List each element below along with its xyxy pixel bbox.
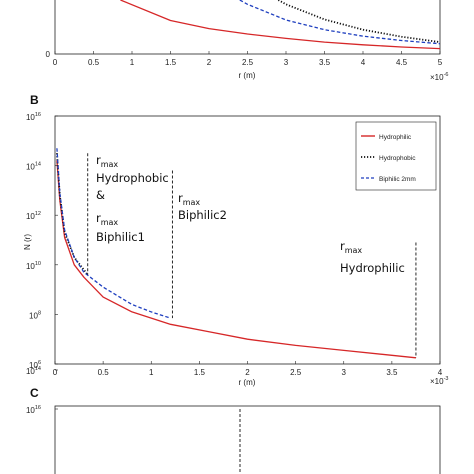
annotation-rmax-hydrophilic: rmax Hydrophilic	[340, 239, 405, 275]
panel-c-series-line-1	[108, 358, 291, 401]
panel-b-x-tick-label: 0	[53, 368, 58, 377]
panel-a-y-tick-label: 0	[46, 50, 51, 59]
panel-b-y-tick-label: 1014	[26, 162, 41, 172]
panel-b-x-tick-label: 3.5	[386, 368, 398, 377]
annotation-line: Hydrophobic	[96, 171, 169, 185]
panel-b-legend: Hydrophilic Hydrophobic Biphilic 2mm	[355, 121, 437, 191]
legend-label: Hydrophilic	[379, 134, 412, 141]
panel-a: 0 0.5 1 1.5 2 2.5 3 3.5 4 4.5 5 0 r (m) ×10-6	[46, 0, 448, 82]
panel-a-x-scale-base: ×10	[430, 73, 444, 82]
panel-c: C 1016 1014	[26, 358, 441, 474]
panel-b-x-tick-label: 3	[342, 368, 347, 377]
panel-a-x-tick-label: 3.5	[319, 58, 331, 67]
panel-b-x-label: r (m)	[239, 378, 256, 387]
annotation-rmax-biphilic2: rmax Biphilic2	[178, 191, 227, 222]
panel-c-y-tick-label: 1014	[26, 366, 41, 376]
panel-b-series-line-hydrophilic	[56, 160, 417, 359]
legend-label: Hydrophobic	[379, 155, 416, 162]
panel-b-x-tick-label: 2.5	[290, 368, 302, 377]
annotation-line: Biphilic1	[96, 230, 145, 244]
panel-b-y-ticks: 1016 1014 1012 1010 108 106	[26, 112, 58, 370]
panel-a-y-ticks: 0	[46, 50, 51, 59]
panel-b-x-tick-label: 4	[438, 368, 443, 377]
panel-b-y-tick-label: 1016	[26, 112, 41, 122]
annotation-line: &	[96, 188, 105, 202]
panel-a-x-tick-label: 2.5	[242, 58, 254, 67]
annotation-line: Biphilic2	[178, 208, 227, 222]
panel-b-x-scale-base: ×10	[430, 377, 444, 386]
panel-b-y-tick-label: 106	[29, 360, 41, 370]
panel-b-x-ticks: 0 0.5 1 1.5 2 2.5 3 3.5 4	[53, 361, 443, 377]
panel-b-x-tick-label: 1	[149, 368, 154, 377]
panel-b-x-tick-label: 0.5	[98, 368, 110, 377]
panel-a-x-tick-label: 0.5	[88, 58, 100, 67]
panel-a-x-tick-label: 1.5	[165, 58, 177, 67]
panel-a-x-tick-label: 1	[130, 58, 135, 67]
panel-b-y-tick-label: 108	[29, 310, 41, 320]
panel-a-x-tick-label: 0	[53, 58, 58, 67]
panel-b-y-label: N (r)	[23, 234, 32, 250]
panel-b-x-tick-label: 2	[245, 368, 250, 377]
panel-a-x-tick-label: 2	[207, 58, 212, 67]
panel-c-y-ticks: 1016 1014	[26, 366, 58, 415]
panel-b-series	[56, 148, 417, 359]
panel-a-x-scale-exp: -6	[444, 72, 449, 78]
panel-b-markers	[87, 153, 417, 358]
panel-a-x-tick-label: 5	[438, 58, 443, 67]
annotation-line: rmax	[178, 191, 200, 207]
panel-a-x-tick-label: 3	[284, 58, 289, 67]
panel-a-series	[120, 0, 440, 50]
panel-a-series-line-0	[120, 0, 440, 50]
annotation-line: Hydrophilic	[340, 261, 405, 275]
panel-b-y-tick-label: 1010	[26, 261, 41, 271]
panel-c-y-tick-label: 1016	[26, 405, 41, 415]
legend-label: Biphilic 2mm	[379, 176, 416, 183]
panel-b-x-scale-exp: -3	[444, 376, 449, 382]
annotation-line: rmax	[96, 153, 118, 169]
panel-a-x-label: r (m)	[239, 71, 256, 80]
legend-box	[355, 121, 437, 191]
annotation-rmax-hydrophobic-biphilic1: rmax Hydrophobic & rmax Biphilic1	[96, 153, 169, 244]
panel-a-x-tick-label: 4.5	[396, 58, 408, 67]
panel-b-x-scale: ×10-3	[430, 376, 448, 386]
panel-a-series-line-1	[277, 0, 440, 44]
panel-b-series-line-biphilic-2mm	[56, 148, 171, 319]
annotation-line: rmax	[96, 211, 118, 227]
panel-b: B 0 0.5 1 1.5 2 2.5 3 3.5 4 10161014101210101081…	[23, 93, 448, 387]
panel-a-x-ticks: 0 0.5 1 1.5 2 2.5 3 3.5 4 4.5 5	[53, 51, 443, 67]
annotation-line: rmax	[340, 239, 362, 255]
panel-a-x-tick-label: 4	[361, 58, 366, 67]
panel-c-letter: C	[30, 386, 39, 400]
panel-c-frame	[54, 405, 441, 474]
panel-b-x-tick-label: 1.5	[194, 368, 206, 377]
panel-a-series-line-2	[239, 0, 440, 45]
panel-b-letter: B	[30, 93, 39, 107]
panel-a-x-scale: ×10-6	[430, 72, 448, 82]
panel-b-y-tick-label: 1012	[26, 211, 41, 221]
